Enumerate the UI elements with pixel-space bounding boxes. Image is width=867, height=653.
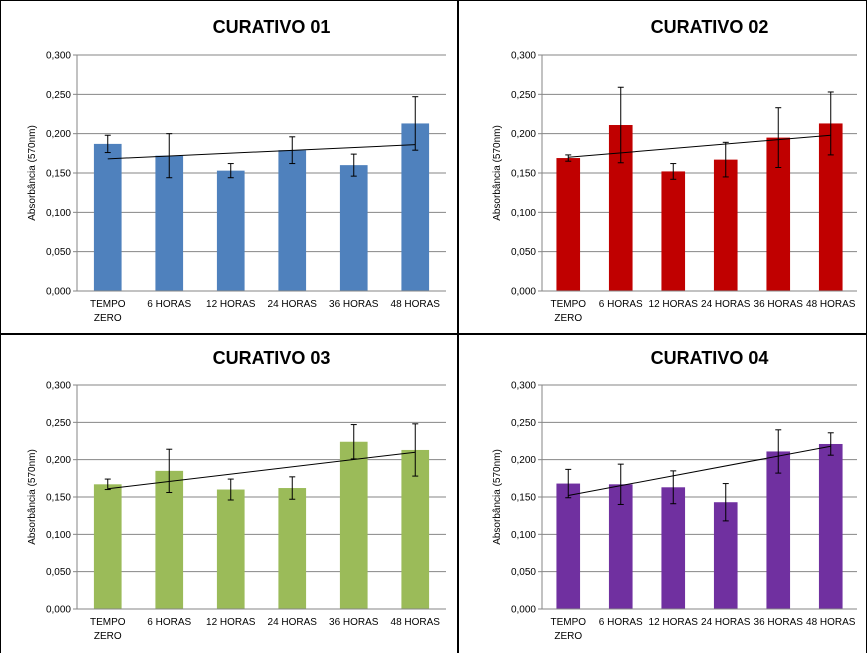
bar bbox=[216, 170, 245, 291]
chart-panel: CURATIVO 01 0,000 0,050 0,100 0,150 0,200 0,25… bbox=[0, 0, 459, 335]
y-tick-label: 0,200 bbox=[511, 129, 536, 140]
x-tick-label: TEMPO ZERO bbox=[90, 299, 126, 324]
x-tick-label: 24 HORAS bbox=[268, 617, 318, 628]
bar bbox=[155, 470, 184, 609]
y-tick-label: 0,300 bbox=[511, 51, 536, 62]
y-tick-label: 0,050 bbox=[511, 567, 536, 578]
y-tick-label: 0,300 bbox=[46, 381, 71, 392]
chart-title: CURATIVO 02 bbox=[651, 17, 769, 37]
x-tick-label: TEMPO ZERO bbox=[550, 617, 586, 642]
y-tick-label: 0,250 bbox=[46, 90, 71, 101]
bar bbox=[401, 123, 430, 291]
bar bbox=[93, 484, 122, 609]
y-tick-label: 0,000 bbox=[46, 287, 71, 298]
y-tick-label: 0,200 bbox=[46, 129, 71, 140]
y-axis-label: Absorbância (570nm) bbox=[492, 449, 503, 545]
x-tick-label: 36 HORAS bbox=[754, 617, 804, 628]
x-tick-label: 12 HORAS bbox=[206, 299, 256, 310]
bar bbox=[155, 155, 184, 291]
y-axis-label: Absorbância (570nm) bbox=[27, 125, 38, 221]
y-tick-label: 0,200 bbox=[511, 455, 536, 466]
y-tick-label: 0,100 bbox=[511, 530, 536, 541]
bar bbox=[556, 158, 581, 291]
y-tick-label: 0,000 bbox=[511, 287, 536, 298]
x-tick-label: 48 HORAS bbox=[391, 299, 441, 310]
chart-title: CURATIVO 01 bbox=[213, 17, 331, 37]
bar bbox=[278, 150, 307, 291]
y-axis-label: Absorbância (570nm) bbox=[27, 449, 38, 545]
y-tick-label: 0,150 bbox=[511, 169, 536, 180]
x-tick-label: 48 HORAS bbox=[391, 617, 441, 628]
bar bbox=[93, 143, 122, 291]
y-tick-label: 0,250 bbox=[511, 90, 536, 101]
bar bbox=[608, 125, 633, 291]
bar bbox=[278, 488, 307, 609]
x-tick-label: 36 HORAS bbox=[754, 299, 804, 310]
x-tick-label: 36 HORAS bbox=[329, 299, 379, 310]
x-tick-label: 24 HORAS bbox=[268, 299, 318, 310]
trendline bbox=[568, 445, 831, 496]
y-tick-label: 0,000 bbox=[46, 605, 71, 616]
bar bbox=[339, 441, 368, 609]
chart-title: CURATIVO 03 bbox=[213, 348, 331, 368]
bar bbox=[766, 451, 791, 609]
x-tick-label: 12 HORAS bbox=[649, 617, 699, 628]
chart-panel: CURATIVO 04 0,000 0,050 0,100 0,150 0,200 0,25… bbox=[459, 335, 867, 653]
chart-panel: CURATIVO 03 0,000 0,050 0,100 0,150 0,200 0,25… bbox=[0, 335, 459, 653]
x-tick-label: 24 HORAS bbox=[701, 299, 751, 310]
y-tick-label: 0,300 bbox=[46, 51, 71, 62]
x-tick-label: 24 HORAS bbox=[701, 617, 751, 628]
trendline bbox=[107, 451, 416, 490]
y-tick-label: 0,050 bbox=[46, 247, 71, 258]
y-tick-label: 0,100 bbox=[46, 530, 71, 541]
chart-svg: CURATIVO 02 0,000 0,050 0,100 0,150 0,200 0,25… bbox=[492, 17, 857, 324]
bar bbox=[556, 483, 581, 609]
y-tick-label: 0,000 bbox=[511, 605, 536, 616]
bar bbox=[339, 165, 368, 291]
x-tick-label: 6 HORAS bbox=[599, 617, 643, 628]
x-tick-label: 48 HORAS bbox=[806, 299, 856, 310]
x-tick-label: 48 HORAS bbox=[806, 617, 856, 628]
y-tick-label: 0,250 bbox=[511, 418, 536, 429]
x-tick-label: 12 HORAS bbox=[649, 299, 699, 310]
chart-svg: CURATIVO 03 0,000 0,050 0,100 0,150 0,200 0,25… bbox=[27, 348, 446, 642]
bar bbox=[713, 502, 738, 609]
x-tick-label: 36 HORAS bbox=[329, 617, 379, 628]
bar bbox=[713, 159, 738, 291]
trendline bbox=[568, 134, 831, 158]
chart-svg: CURATIVO 04 0,000 0,050 0,100 0,150 0,200 0,25… bbox=[492, 348, 857, 642]
y-axis-label: Absorbância (570nm) bbox=[492, 125, 503, 221]
bar bbox=[216, 489, 245, 609]
chart-title: CURATIVO 04 bbox=[651, 348, 769, 368]
x-tick-label: 6 HORAS bbox=[599, 299, 643, 310]
bar bbox=[818, 443, 843, 609]
y-tick-label: 0,150 bbox=[46, 169, 71, 180]
x-tick-label: TEMPO ZERO bbox=[90, 617, 126, 642]
y-tick-label: 0,150 bbox=[511, 493, 536, 504]
bar bbox=[661, 487, 686, 609]
y-tick-label: 0,150 bbox=[46, 493, 71, 504]
bar bbox=[818, 123, 843, 291]
y-tick-label: 0,250 bbox=[46, 418, 71, 429]
y-tick-label: 0,100 bbox=[511, 208, 536, 219]
x-tick-label: 6 HORAS bbox=[147, 299, 191, 310]
bar bbox=[661, 171, 686, 291]
chart-panel: CURATIVO 02 0,000 0,050 0,100 0,150 0,200 0,25… bbox=[459, 0, 867, 335]
y-tick-label: 0,050 bbox=[511, 247, 536, 258]
y-tick-label: 0,050 bbox=[46, 567, 71, 578]
x-tick-label: 6 HORAS bbox=[147, 617, 191, 628]
y-tick-label: 0,200 bbox=[46, 455, 71, 466]
trendline bbox=[107, 144, 416, 160]
x-tick-label: TEMPO ZERO bbox=[550, 299, 586, 324]
bar bbox=[766, 137, 791, 291]
x-tick-label: 12 HORAS bbox=[206, 617, 256, 628]
bar bbox=[608, 484, 633, 609]
chart-svg: CURATIVO 01 0,000 0,050 0,100 0,150 0,200 0,25… bbox=[27, 17, 446, 324]
y-tick-label: 0,300 bbox=[511, 381, 536, 392]
y-tick-label: 0,100 bbox=[46, 208, 71, 219]
